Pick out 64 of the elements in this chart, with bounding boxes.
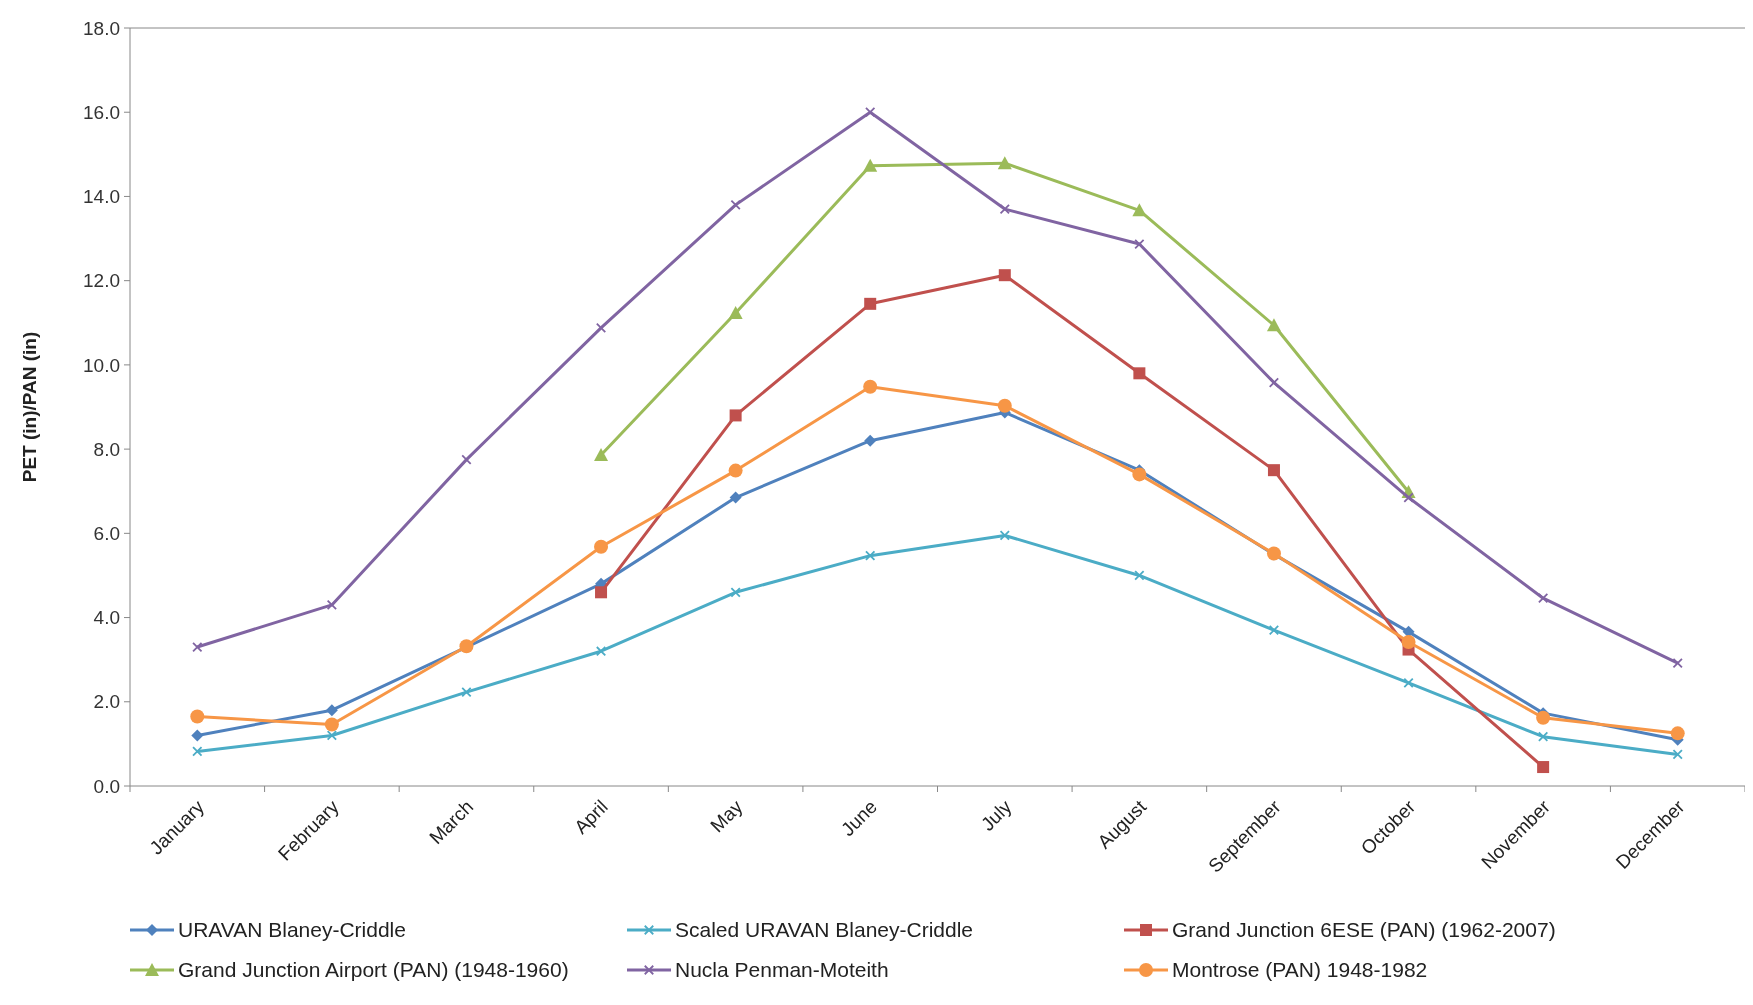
point <box>327 600 337 610</box>
point <box>729 491 742 504</box>
point <box>730 587 741 598</box>
point <box>997 398 1012 413</box>
point <box>594 448 609 462</box>
y-tick-label: 18.0 <box>83 17 120 39</box>
y-tick-label: 8.0 <box>93 438 120 460</box>
legend-label: Grand Junction Airport (PAN) (1948-1960) <box>178 958 569 982</box>
point <box>596 322 606 333</box>
point <box>1266 318 1281 332</box>
point <box>1401 634 1416 649</box>
x-tick-label: May <box>706 795 747 837</box>
point <box>191 729 204 742</box>
legend-label: Montrose (PAN) 1948-1982 <box>1172 958 1428 982</box>
point <box>1133 367 1146 380</box>
point <box>999 204 1010 214</box>
point <box>865 107 876 118</box>
point <box>595 586 608 599</box>
point <box>1132 467 1147 482</box>
y-tick-label: 2.0 <box>93 691 120 713</box>
point <box>192 746 203 757</box>
point <box>728 463 743 478</box>
y-tick-label: 16.0 <box>83 101 120 123</box>
point <box>190 709 205 724</box>
point <box>997 156 1012 170</box>
point <box>1536 710 1551 725</box>
y-tick-label: 10.0 <box>83 354 120 376</box>
y-axis-title: PET (in)/PAN (in) <box>19 331 40 483</box>
y-tick-label: 14.0 <box>83 186 120 208</box>
point <box>864 297 877 310</box>
point <box>728 306 743 320</box>
point <box>325 704 338 717</box>
point <box>1672 658 1683 668</box>
x-tick-label: July <box>976 795 1016 835</box>
point <box>1538 593 1548 604</box>
point <box>998 269 1011 282</box>
point <box>192 642 203 652</box>
point <box>865 550 876 561</box>
y-tick-label: 6.0 <box>93 522 120 544</box>
point <box>1134 570 1145 581</box>
y-tick-label: 12.0 <box>83 270 120 292</box>
point <box>1269 625 1279 636</box>
legend-label: Scaled URAVAN Blaney-Criddle <box>675 918 974 942</box>
point <box>461 454 472 465</box>
point <box>999 530 1010 541</box>
point <box>1670 726 1685 741</box>
point <box>596 646 606 657</box>
point <box>1267 464 1280 477</box>
legend-label: Nucla Penman-Moteith <box>675 958 889 982</box>
legend-label: Grand Junction 6ESE (PAN) (1962-2007) <box>1172 918 1556 942</box>
y-tick-label: 0.0 <box>93 775 120 797</box>
point <box>729 409 742 422</box>
point <box>324 717 339 732</box>
point <box>863 158 878 172</box>
point <box>1538 731 1548 742</box>
point <box>1132 203 1147 217</box>
point <box>1403 492 1414 503</box>
legend-label: URAVAN Blaney-Criddle <box>178 918 406 942</box>
point <box>864 434 877 447</box>
point <box>1537 761 1550 774</box>
point <box>594 539 609 554</box>
point <box>1672 749 1683 760</box>
y-tick-label: 4.0 <box>93 607 120 629</box>
point <box>863 379 878 394</box>
